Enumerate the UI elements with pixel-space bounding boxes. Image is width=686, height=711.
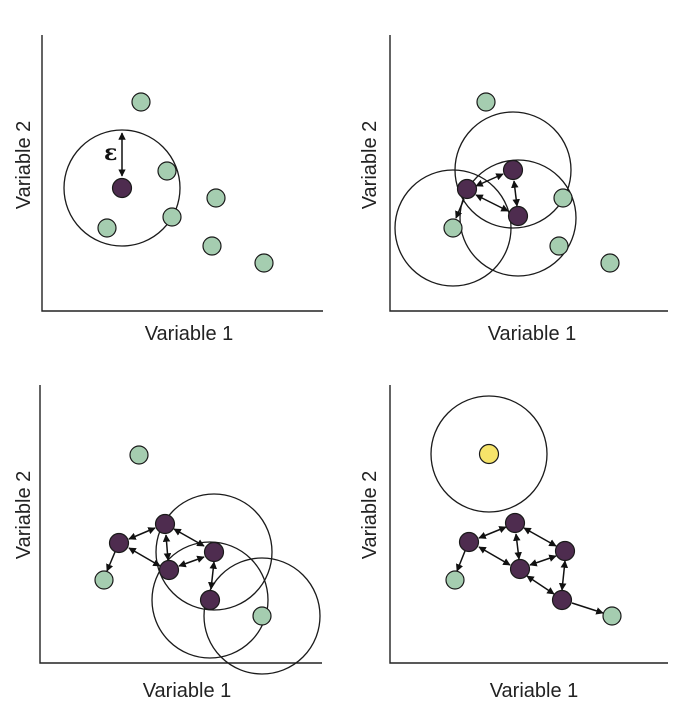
panel-4-xlabel: Variable 1 xyxy=(490,680,579,702)
noise-point xyxy=(600,253,620,273)
panel-4: Variable 1 Variable 2 xyxy=(359,385,668,702)
epsilon-label: ε xyxy=(104,140,117,166)
connection-arrow xyxy=(128,527,156,540)
connection-arrow xyxy=(475,194,509,212)
noise-point xyxy=(94,570,114,590)
core-point xyxy=(111,177,133,199)
panel-1: Variable 1 Variable 2 ε xyxy=(13,35,323,345)
noise-point xyxy=(476,92,496,112)
noise-point xyxy=(254,253,274,273)
core-point xyxy=(108,532,130,554)
core-point xyxy=(158,559,180,581)
panel-4-axes xyxy=(389,385,668,664)
panel-2-xlabel: Variable 1 xyxy=(488,323,577,345)
connection-arrow xyxy=(571,602,604,615)
core-point xyxy=(509,558,531,580)
noise-point xyxy=(202,236,222,256)
connection-arrow xyxy=(475,173,504,187)
noise-point xyxy=(252,606,272,626)
connection-arrow xyxy=(511,180,520,207)
core-point xyxy=(502,159,524,181)
noise-point xyxy=(157,161,177,181)
noise-point xyxy=(553,188,573,208)
connection-arrow xyxy=(526,575,555,595)
core-point xyxy=(458,531,480,553)
connection-arrow xyxy=(513,533,522,560)
core-point xyxy=(551,589,573,611)
connection-arrow xyxy=(128,547,161,567)
core-point xyxy=(507,205,529,227)
epsilon-neighborhood-circle xyxy=(203,557,321,675)
panel-2: Variable 1 Variable 2 xyxy=(359,35,668,345)
core-point xyxy=(154,513,176,535)
core-point xyxy=(554,540,576,562)
noise-point xyxy=(97,218,117,238)
connection-arrow xyxy=(558,560,569,591)
noise-point xyxy=(129,445,149,465)
connection-arrow xyxy=(529,554,557,567)
panel-3: Variable 1 Variable 2 xyxy=(13,385,322,702)
connection-arrow xyxy=(456,550,466,572)
epsilon-neighborhood-circle xyxy=(430,395,548,513)
epsilon-neighborhood-circle xyxy=(151,541,269,659)
noise-point xyxy=(131,92,151,112)
connection-arrow xyxy=(455,198,465,219)
noise-point xyxy=(162,207,182,227)
core-point xyxy=(456,178,478,200)
panel-3-ylabel: Variable 2 xyxy=(13,471,35,560)
panel-2-axes xyxy=(389,35,668,312)
border-point xyxy=(445,570,465,590)
panel-4-ylabel: Variable 2 xyxy=(359,471,381,560)
core-point xyxy=(203,541,225,563)
epsilon-neighborhood-circle xyxy=(394,169,512,287)
core-point xyxy=(199,589,221,611)
outlier-point xyxy=(478,443,500,465)
panel-1-axes xyxy=(41,35,323,312)
core-point xyxy=(504,512,526,534)
noise-point xyxy=(549,236,569,256)
connection-arrow xyxy=(208,561,217,590)
noise-point xyxy=(206,188,226,208)
panel-2-ylabel: Variable 2 xyxy=(359,121,381,210)
connection-arrow xyxy=(478,546,511,566)
panel-3-axes xyxy=(39,385,322,664)
panel-1-ylabel: Variable 2 xyxy=(13,121,35,210)
border-point xyxy=(602,606,622,626)
connection-arrow xyxy=(162,534,172,561)
connection-arrow xyxy=(523,527,557,547)
connection-arrow xyxy=(478,526,507,539)
connection-arrow xyxy=(106,551,116,572)
connection-arrow xyxy=(178,555,205,568)
panel-3-xlabel: Variable 1 xyxy=(143,680,232,702)
panel-1-xlabel: Variable 1 xyxy=(145,323,234,345)
noise-point xyxy=(443,218,463,238)
epsilon-neighborhood-circle xyxy=(63,129,181,247)
connection-arrow xyxy=(173,528,205,547)
